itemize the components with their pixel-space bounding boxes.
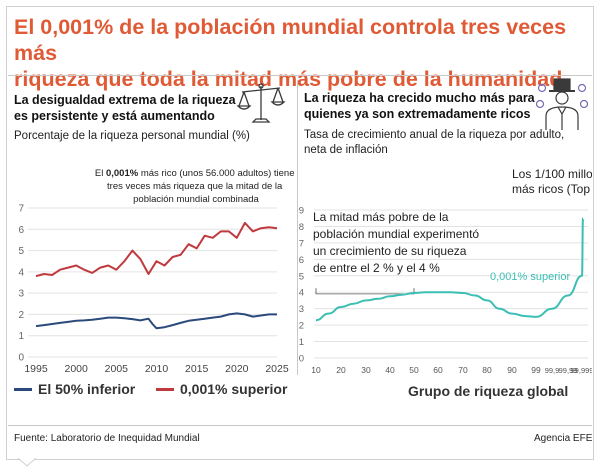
legend-swatch-top0001 [156,387,174,391]
right-x-tick-label: 99 [531,365,541,375]
left-x-tick-label: 2025 [265,363,289,375]
left-title-line2: es persistente y está aumentando [14,109,215,123]
right-y-tick-label: 8 [299,222,304,233]
agency-text: Agencia EFE [534,433,593,444]
legend-item-bottom50: El 50% inferior [14,381,135,397]
right-x-tick-label: 80 [482,365,492,375]
right-box-annotation: La mitad más pobre de la población mundi… [313,210,482,275]
right-panel-subtitle: Tasa de crecimiento anual de la riqueza … [304,128,564,158]
right-x-tick-label: 40 [385,365,395,375]
right-x-tick-label: 99,9 [545,366,560,375]
right-y-tick-label: 4 [299,288,304,299]
legend-label-bottom50: El 50% inferior [38,381,136,397]
right-x-tick-label: 10 [311,365,321,375]
right-superior-label: 0,001% superior [490,271,570,283]
right-x-axis-title: Grupo de riqueza global [408,383,569,399]
series-line-bottom50 [35,312,277,330]
right-x-tick-label: 99,999 [571,366,592,375]
left-chart-annotation: El 0,001% más rico (unos 56.000 adultos)… [95,168,297,205]
right-top-label: Los 1/100 millones más ricos (Top 50) [512,167,592,196]
right-x-tick-label: 90 [507,365,517,375]
right-y-tick-label: 0 [299,354,304,365]
left-y-tick-label: 4 [18,267,24,278]
main-title: El 0,001% de la población mundial contro… [14,14,589,92]
right-title-line1: La riqueza ha crecido mucho más para [304,91,535,105]
right-panel-title: La riqueza ha crecido mucho más para qui… [304,90,535,122]
left-x-tick-label: 1995 [24,363,48,375]
left-x-tick-label: 2005 [105,363,129,375]
right-x-tick-label: 30 [361,365,371,375]
right-subtitle-line1: Tasa de crecimiento anual de la riqueza … [304,129,565,141]
bottom-half-bracket [315,288,415,295]
footer-pointer-icon [18,458,36,467]
right-x-tick-label: 99,99 [559,366,578,375]
left-panel-title: La desigualdad extrema de la riqueza es … [14,92,236,124]
right-x-tick-label: 70 [458,365,468,375]
main-title-line2: riqueza que toda la mitad más pobre de l… [14,67,563,91]
right-y-tick-label: 5 [299,271,304,282]
series-line-top0001 [35,221,278,278]
right-x-tick-label: 20 [336,365,346,375]
right-subtitle-line2: neta de inflación [304,144,388,156]
panel-divider [297,80,298,375]
left-panel-subtitle: Porcentaje de la riqueza personal mundia… [14,130,250,142]
left-y-tick-label: 6 [18,225,24,236]
right-y-tick-label: 1 [299,337,304,348]
right-x-tick-label: 60 [433,365,443,375]
right-y-tick-label: 7 [299,238,304,249]
left-y-tick-label: 5 [18,246,24,257]
left-chart: El 0,001% más rico (unos 56.000 adultos)… [18,168,297,375]
right-y-tick-label: 2 [299,321,304,332]
left-y-tick-label: 7 [18,204,24,215]
left-x-tick-label: 2020 [225,363,249,375]
growth-curve-line [315,217,584,322]
legend-swatch-bottom50 [14,387,32,391]
main-title-line1: El 0,001% de la población mundial contro… [14,15,567,65]
right-y-tick-label: 6 [299,255,304,266]
left-y-tick-label: 0 [18,353,24,364]
left-y-tick-label: 2 [18,310,24,321]
left-y-tick-label: 3 [18,289,24,300]
right-y-tick-label: 3 [299,304,304,315]
balance-scale-icon [236,83,286,123]
left-y-tick-label: 1 [18,331,24,342]
footer-divider [8,425,592,426]
source-text: Fuente: Laboratorio de Inequidad Mundial [14,433,200,444]
left-x-tick-label: 2010 [145,363,169,375]
right-chart: Los 1/100 millones más ricos (Top 50) La… [299,167,592,375]
right-y-tick-label: 9 [299,206,304,217]
infographic-frame [6,6,594,460]
right-title-line2: quienes ya son extremadamente ricos [304,107,531,121]
legend-item-top0001: 0,001% superior [156,381,287,397]
left-x-tick-label: 2000 [64,363,88,375]
right-x-tick-label: 50 [409,365,419,375]
header-divider [8,75,592,76]
left-x-tick-label: 2015 [185,363,209,375]
rich-man-icon [536,78,588,130]
left-title-line1: La desigualdad extrema de la riqueza [14,93,236,107]
legend-label-top0001: 0,001% superior [180,381,288,397]
